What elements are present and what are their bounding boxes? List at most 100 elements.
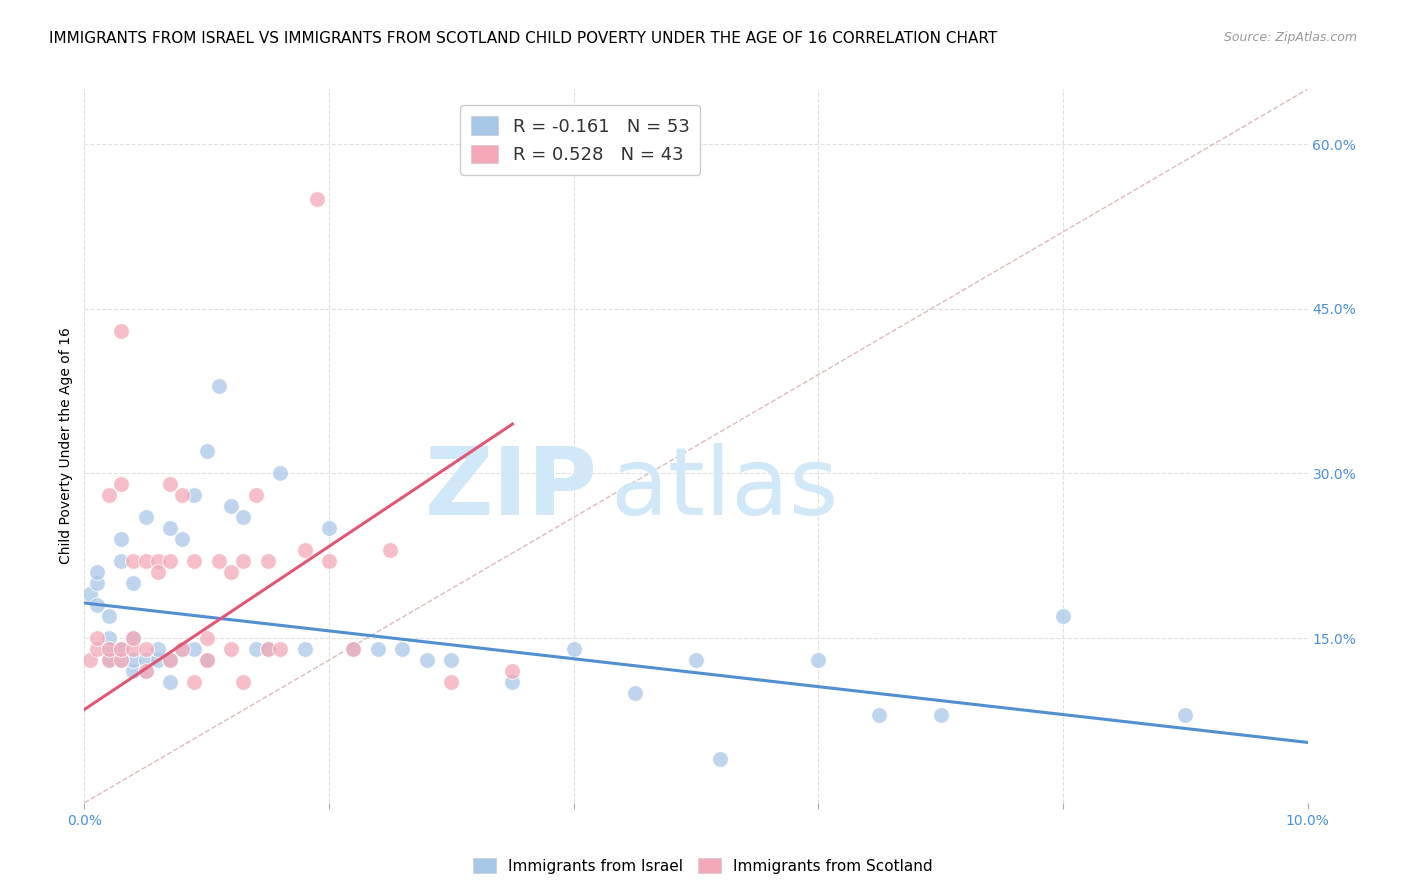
Point — [269, 642, 291, 657]
Point — [195, 631, 218, 645]
Point — [342, 642, 364, 657]
Point — [502, 675, 524, 690]
Point — [135, 653, 157, 667]
Point — [232, 554, 254, 568]
Point — [685, 653, 707, 667]
Point — [172, 533, 194, 547]
Point — [110, 642, 132, 657]
Point — [172, 642, 194, 657]
Point — [172, 488, 194, 502]
Point — [929, 708, 952, 723]
Point — [135, 664, 157, 678]
Point — [159, 554, 181, 568]
Point — [269, 467, 291, 481]
Point — [159, 653, 181, 667]
Point — [195, 653, 218, 667]
Point — [97, 631, 120, 645]
Point — [135, 554, 157, 568]
Point — [305, 192, 328, 206]
Point — [440, 675, 463, 690]
Point — [807, 653, 830, 667]
Point — [122, 642, 145, 657]
Point — [86, 566, 108, 580]
Point — [562, 642, 585, 657]
Point — [219, 500, 242, 514]
Point — [122, 631, 145, 645]
Point — [342, 642, 364, 657]
Point — [97, 488, 120, 502]
Point — [159, 653, 181, 667]
Point — [440, 653, 463, 667]
Point — [380, 543, 402, 558]
Point — [79, 587, 101, 601]
Point — [135, 510, 157, 524]
Point — [183, 488, 205, 502]
Point — [219, 566, 242, 580]
Text: ZIP: ZIP — [425, 442, 598, 535]
Point — [245, 642, 267, 657]
Point — [183, 675, 205, 690]
Point — [391, 642, 413, 657]
Point — [86, 631, 108, 645]
Point — [122, 664, 145, 678]
Point — [146, 642, 169, 657]
Text: Source: ZipAtlas.com: Source: ZipAtlas.com — [1223, 31, 1357, 45]
Point — [183, 554, 205, 568]
Point — [86, 576, 108, 591]
Point — [135, 664, 157, 678]
Point — [110, 477, 132, 491]
Point — [159, 477, 181, 491]
Point — [159, 675, 181, 690]
Point — [709, 752, 731, 766]
Point — [318, 554, 340, 568]
Text: atlas: atlas — [610, 442, 838, 535]
Point — [257, 642, 280, 657]
Point — [367, 642, 389, 657]
Point — [146, 566, 169, 580]
Point — [195, 653, 218, 667]
Point — [257, 642, 280, 657]
Point — [318, 521, 340, 535]
Point — [97, 642, 120, 657]
Point — [208, 554, 231, 568]
Point — [159, 521, 181, 535]
Point — [97, 653, 120, 667]
Point — [294, 543, 316, 558]
Point — [110, 554, 132, 568]
Point — [219, 642, 242, 657]
Point — [1174, 708, 1197, 723]
Point — [110, 324, 132, 338]
Point — [110, 653, 132, 667]
Point — [195, 444, 218, 458]
Point — [624, 686, 647, 700]
Point — [146, 554, 169, 568]
Point — [183, 642, 205, 657]
Point — [79, 653, 101, 667]
Point — [110, 642, 132, 657]
Point — [122, 653, 145, 667]
Point — [122, 631, 145, 645]
Point — [135, 642, 157, 657]
Y-axis label: Child Poverty Under the Age of 16: Child Poverty Under the Age of 16 — [59, 327, 73, 565]
Point — [122, 554, 145, 568]
Point — [1052, 609, 1074, 624]
Point — [86, 642, 108, 657]
Point — [232, 675, 254, 690]
Point — [294, 642, 316, 657]
Point — [208, 378, 231, 392]
Point — [257, 554, 280, 568]
Point — [97, 653, 120, 667]
Point — [232, 510, 254, 524]
Point — [97, 642, 120, 657]
Point — [172, 642, 194, 657]
Point — [122, 576, 145, 591]
Point — [86, 598, 108, 612]
Point — [502, 664, 524, 678]
Point — [245, 488, 267, 502]
Point — [869, 708, 891, 723]
Point — [110, 653, 132, 667]
Point — [97, 609, 120, 624]
Legend: R = -0.161   N = 53, R = 0.528   N = 43: R = -0.161 N = 53, R = 0.528 N = 43 — [460, 105, 700, 175]
Text: IMMIGRANTS FROM ISRAEL VS IMMIGRANTS FROM SCOTLAND CHILD POVERTY UNDER THE AGE O: IMMIGRANTS FROM ISRAEL VS IMMIGRANTS FRO… — [49, 31, 997, 46]
Point — [110, 533, 132, 547]
